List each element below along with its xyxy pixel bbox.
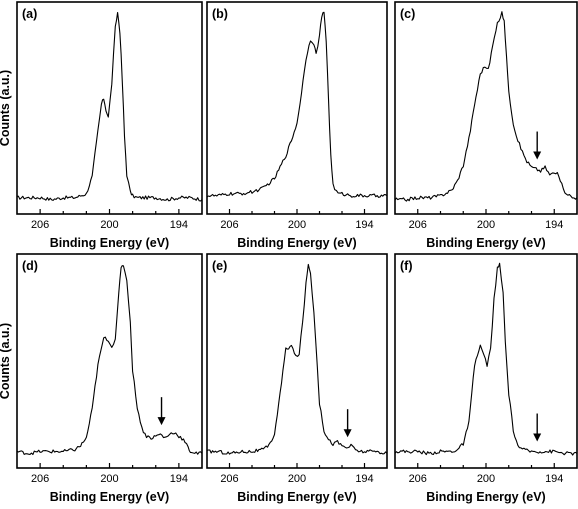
plot-frame	[394, 1, 578, 215]
x-tick-label: 206	[409, 473, 427, 485]
spectrum-line	[394, 11, 578, 202]
x-axis-title: Binding Energy (eV)	[426, 236, 545, 250]
spectrum-line	[16, 265, 203, 456]
x-axis-title: Binding Energy (eV)	[50, 236, 169, 250]
x-tick-label: 194	[545, 473, 563, 485]
spectrum-line	[394, 262, 578, 456]
x-tick-label: 194	[170, 473, 188, 485]
plot-frame	[206, 1, 388, 215]
x-axis-title: Binding Energy (eV)	[50, 490, 169, 504]
panel-b: (b) 206 200 194 Binding Energy (eV)	[206, 1, 388, 250]
panel-label: (c)	[400, 7, 415, 21]
x-tick-label: 194	[355, 219, 373, 231]
x-tick-label: 206	[220, 473, 238, 485]
spectrum-line	[16, 11, 203, 202]
x-tick-label: 194	[170, 219, 188, 231]
x-tick-label: 194	[545, 219, 563, 231]
panel-label: (a)	[22, 7, 37, 21]
x-tick-label: 200	[100, 219, 118, 231]
x-tick-label: 200	[477, 473, 495, 485]
x-tick-label: 200	[288, 219, 306, 231]
arrow-annotation	[343, 409, 352, 438]
panel-e: (e) 206 200 194 Binding Energy (eV)	[206, 253, 388, 504]
spectrum-line	[206, 263, 388, 455]
x-tick-label: 200	[477, 219, 495, 231]
x-axis-title: Binding Energy (eV)	[237, 236, 356, 250]
panel-label: (e)	[212, 259, 227, 273]
plot-frame	[206, 253, 388, 469]
panel-label: (b)	[212, 7, 228, 21]
x-tick-label: 194	[355, 473, 373, 485]
arrow-annotation	[157, 397, 166, 426]
x-tick-label: 206	[31, 219, 49, 231]
x-tick-label: 206	[220, 219, 238, 231]
arrow-head	[533, 151, 542, 160]
x-tick-label: 200	[288, 473, 306, 485]
y-axis-title: Counts (a.u.)	[0, 70, 12, 146]
arrow-head	[533, 433, 542, 442]
panel-label: (f)	[400, 259, 413, 273]
plot-frame	[16, 253, 203, 469]
x-tick-label: 206	[31, 473, 49, 485]
x-tick-label: 206	[409, 219, 427, 231]
panel-label: (d)	[22, 259, 38, 273]
x-axis-title: Binding Energy (eV)	[426, 490, 545, 504]
arrow-head	[157, 417, 166, 426]
y-axis-title: Counts (a.u.)	[0, 323, 12, 399]
arrow-head	[343, 429, 352, 438]
x-axis-title: Binding Energy (eV)	[237, 490, 356, 504]
x-tick-label: 200	[100, 473, 118, 485]
arrow-annotation	[533, 413, 542, 442]
arrow-annotation	[533, 131, 542, 160]
spectrum-line	[206, 11, 388, 198]
